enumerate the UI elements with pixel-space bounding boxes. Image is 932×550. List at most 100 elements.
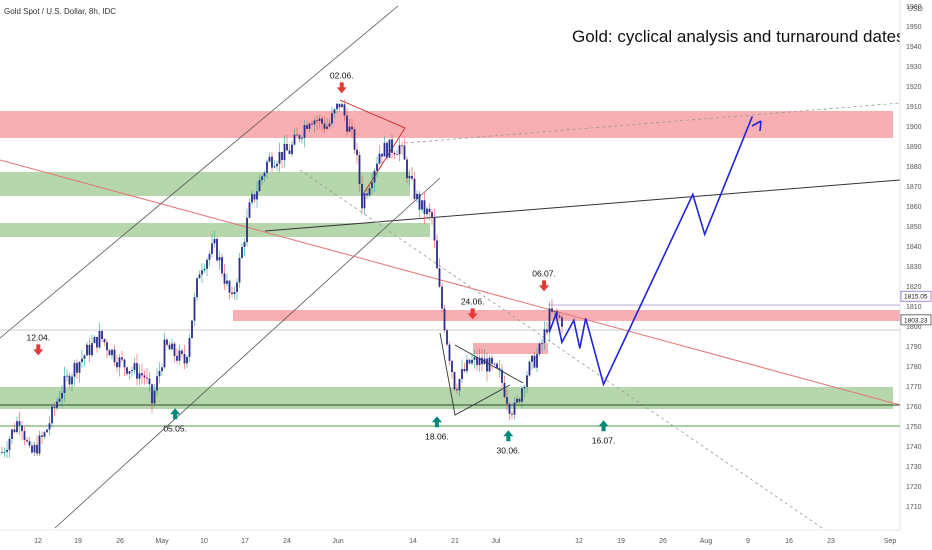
candle-body <box>253 194 256 200</box>
turn-up-marker: 18.06. <box>425 416 449 441</box>
symbol-label: Gold Spot / U.S. Dollar, 8h, IDC <box>4 7 116 16</box>
candle-body <box>191 320 193 339</box>
candle-body <box>226 280 228 284</box>
price-tick-label: 1920 <box>906 84 922 91</box>
candle-body <box>311 123 313 125</box>
arrow-up-icon <box>170 408 181 420</box>
candle-body <box>111 349 113 356</box>
price-ticks: 1710 1720 1730 1740 1750 1760 1770 1780 1790 1800… <box>906 4 922 511</box>
wedge-red <box>339 99 406 197</box>
price-labels: 1815.05 1803.23 <box>900 290 932 326</box>
candle-body <box>418 193 421 210</box>
candle-body <box>296 134 298 136</box>
candle-body <box>293 134 296 145</box>
turn-date-label: 30.06. <box>497 445 521 455</box>
candle-body <box>106 342 108 351</box>
time-axis[interactable] <box>0 530 900 550</box>
price-tick-label: 1870 <box>906 184 922 191</box>
arrow-up-icon <box>598 420 609 432</box>
candle-body <box>286 143 288 151</box>
candle-body <box>548 308 551 333</box>
plot-area[interactable] <box>0 0 900 530</box>
wedge-lower <box>439 332 511 416</box>
candle-body <box>36 444 38 454</box>
candle-body <box>433 217 436 241</box>
candle-body <box>331 113 333 124</box>
candle-body <box>381 153 383 157</box>
time-tick-label: 21 <box>451 538 459 545</box>
arrow-down-icon <box>33 344 44 356</box>
time-ticks: 12 19 26 May 10 17 24 Jun 14 21 Jul 12 19 26 Aug 9 16 23 S… <box>34 538 896 545</box>
candle-body <box>146 377 148 379</box>
candle-body <box>501 369 503 383</box>
candle-body <box>8 438 11 450</box>
candle-body <box>246 217 248 243</box>
price-tick-label: 1710 <box>906 504 922 511</box>
candle-body <box>31 445 33 453</box>
candle-body <box>536 354 538 368</box>
candle-body <box>43 432 46 437</box>
candle-body <box>208 253 211 260</box>
candle-body <box>403 145 406 160</box>
price-tick-label: 1760 <box>906 404 922 411</box>
candle-body <box>91 343 93 356</box>
price-tick-label: 1800 <box>906 324 922 331</box>
candle-body <box>53 406 56 408</box>
candle-body <box>213 238 216 244</box>
candle-body <box>518 398 521 402</box>
candle-body <box>376 163 378 171</box>
candle-body <box>468 359 471 364</box>
turn-up-marker: 16.07. <box>592 420 615 445</box>
projection-arrowhead <box>751 120 762 132</box>
candle-body <box>461 368 463 379</box>
candle-body <box>173 343 176 356</box>
time-tick-label: 17 <box>241 538 249 545</box>
candle-body <box>363 193 366 209</box>
candle-body <box>493 363 496 365</box>
candle-body <box>451 360 453 373</box>
candle-body <box>373 170 376 183</box>
candle-body <box>316 120 318 122</box>
candle-body <box>343 104 346 116</box>
candle-body <box>378 153 381 164</box>
candle-body <box>303 125 306 138</box>
price-tick-label: 1780 <box>906 364 922 371</box>
candle-body <box>561 317 563 327</box>
candle-body <box>83 355 86 359</box>
annotations: 12.04. 05.05. 02.06. 24.06. 18.06. 06.07. 30.0… <box>26 70 615 455</box>
arrow-up-icon <box>431 416 442 428</box>
price-axis[interactable] <box>900 0 932 530</box>
time-tick-label: 19 <box>74 538 82 545</box>
arrow-down-icon <box>336 82 347 94</box>
candle-body <box>211 243 213 254</box>
time-tick-label: 24 <box>283 538 291 545</box>
candle-body <box>393 152 396 155</box>
turn-down-marker: 02.06. <box>330 70 354 94</box>
candle-body <box>408 175 411 179</box>
resistance-zone-1810 <box>233 310 900 321</box>
candle-body <box>533 355 536 368</box>
price-tick-label: 1730 <box>906 464 922 471</box>
candle-body <box>388 139 391 158</box>
candle-body <box>41 435 43 437</box>
candle-body <box>391 139 393 153</box>
neckline-black <box>264 179 901 232</box>
turn-date-label: 05.05. <box>163 423 187 433</box>
candle-body <box>181 350 183 354</box>
candle-body <box>496 363 498 369</box>
candle-body <box>523 386 526 389</box>
price-tick-label: 1850 <box>906 224 922 231</box>
turn-down-marker: 06.07. <box>532 268 556 292</box>
candle-body <box>263 172 266 177</box>
candle-body <box>328 123 331 127</box>
candle-body <box>471 359 473 364</box>
price-tick-label: 1790 <box>906 344 922 351</box>
candle-body <box>411 175 413 179</box>
price-tick-label: 1820 <box>906 284 922 291</box>
candle-body <box>58 398 61 402</box>
candle-body <box>483 358 486 365</box>
candle-body <box>268 156 271 162</box>
candle-body <box>161 367 163 372</box>
candle-body <box>506 397 508 404</box>
